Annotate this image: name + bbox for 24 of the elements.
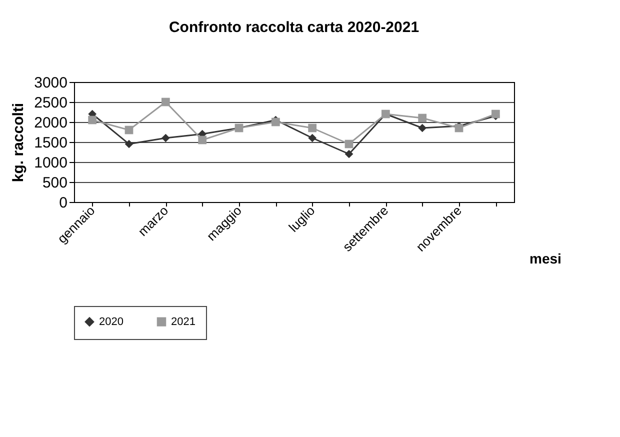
- point: [308, 124, 317, 132]
- point: [418, 114, 427, 122]
- y-tick-label: 2000: [34, 114, 68, 132]
- y-tick-label: 1000: [34, 154, 68, 172]
- y-axis-title: kg. raccolti: [10, 102, 28, 182]
- point: [198, 136, 207, 144]
- legend-label: 2021: [171, 316, 196, 328]
- point: [161, 98, 170, 106]
- point: [88, 116, 97, 124]
- point: [161, 134, 170, 142]
- point: [308, 134, 317, 142]
- y-tick-label: 1500: [34, 134, 68, 152]
- point: [344, 150, 354, 158]
- y-tick-label: 3000: [34, 74, 68, 92]
- y-tick-label: 0: [59, 194, 68, 212]
- chart-title: Confronto raccolta carta 2020-2021: [168, 19, 420, 36]
- y-tick-label: 2500: [34, 94, 68, 112]
- point: [418, 124, 427, 132]
- point: [344, 140, 354, 148]
- point: [124, 140, 134, 148]
- x-axis-title: mesi: [530, 250, 562, 266]
- point: [124, 126, 134, 134]
- legend-label: 2020: [99, 316, 124, 328]
- y-tick-label: 500: [42, 174, 68, 192]
